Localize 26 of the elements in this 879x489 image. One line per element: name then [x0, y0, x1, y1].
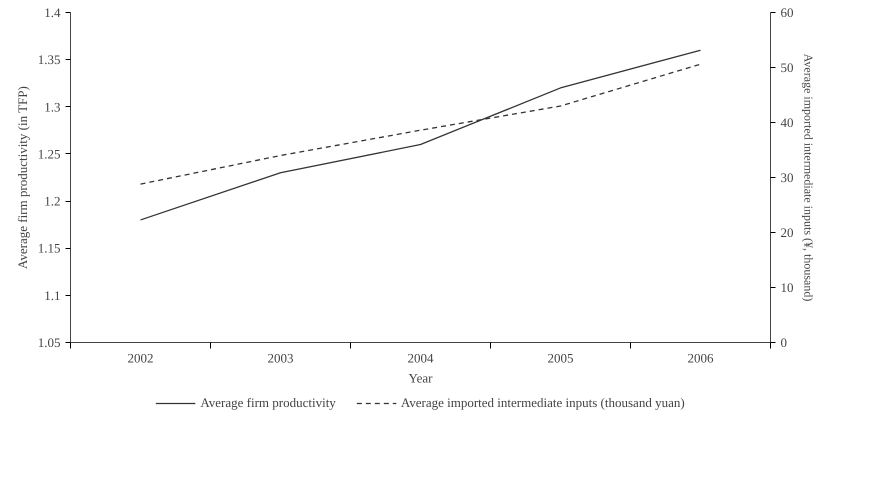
y-tick-label: 1.15	[38, 240, 60, 256]
y-tick-label: 1.25	[38, 146, 60, 162]
x-axis-title: Year	[408, 370, 434, 386]
y2-axis-title: Average imported intermediate inputs (¥, thousand)	[802, 54, 816, 302]
y-tick-label: 1.4	[44, 5, 61, 20]
x-tick-label: 2006	[688, 350, 714, 366]
y2-tick-label: 50	[780, 60, 794, 75]
y-tick-label: 1.2	[44, 194, 60, 209]
x-tick-label: 2005	[548, 350, 574, 366]
y2-tick-label: 30	[780, 170, 794, 185]
y2-tick-label: 10	[780, 280, 794, 295]
y-axis-title: Average firm productivity (in TFP)	[14, 86, 30, 270]
y-tick-label: 1.35	[38, 52, 60, 68]
y-tick-label: 1.1	[44, 288, 60, 303]
y2-tick-label: 0	[780, 335, 787, 350]
y-tick-label: 1.3	[44, 99, 60, 114]
x-tick-label: 2004	[408, 350, 434, 366]
x-tick-label: 2002	[128, 350, 154, 366]
x-tick-label: 2003	[268, 350, 294, 366]
legend-label: Average imported intermediate inputs (thousand yuan)	[400, 395, 685, 411]
y2-tick-label: 60	[780, 5, 794, 20]
y-tick-label: 1.05	[38, 335, 60, 350]
y2-tick-label: 40	[780, 115, 794, 130]
line-series	[140, 50, 702, 221]
legend-label: Average firm productivity	[200, 395, 336, 411]
y2-tick-label: 20	[780, 225, 794, 240]
